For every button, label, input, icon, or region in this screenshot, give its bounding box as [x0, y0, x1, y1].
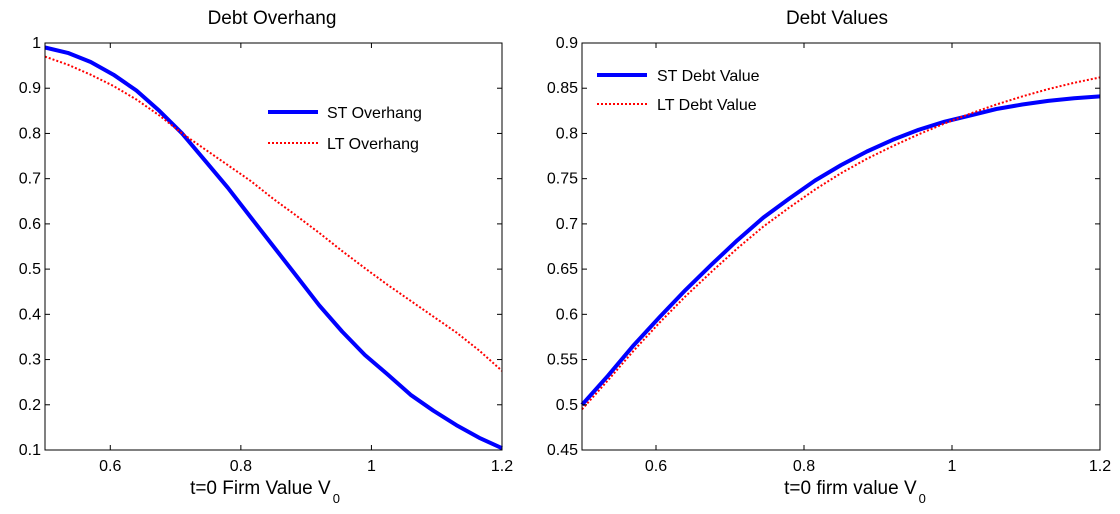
series-line-st-overhang	[44, 45, 503, 451]
y-tick-label: 0.8	[19, 125, 41, 142]
x-tick-label: 0.6	[99, 458, 121, 475]
y-tick-label: 0.55	[547, 352, 578, 369]
legend-label-st-overhang: ST Overhang	[327, 105, 422, 122]
x-axis-label-subscript: 0	[333, 491, 340, 506]
y-tick-label: 0.7	[556, 216, 578, 233]
legend-label-lt-overhang: LT Overhang	[327, 136, 419, 153]
x-axis-label-subscript: 0	[919, 491, 926, 506]
y-tick-label: 0.3	[19, 352, 41, 369]
y-tick-label: 0.2	[19, 397, 41, 414]
chart-title: Debt Overhang	[208, 8, 337, 29]
x-tick-label: 0.6	[645, 458, 667, 475]
y-tick-label: 0.5	[19, 261, 41, 278]
x-axis-label-text: t=0 firm value V	[784, 478, 917, 499]
y-tick-label: 0.4	[19, 306, 41, 323]
y-tick-label: 0.75	[547, 171, 578, 188]
y-tick-label: 0.85	[547, 80, 578, 97]
y-tick-label: 0.65	[547, 261, 578, 278]
series-line-lt-debt-value	[581, 76, 1101, 410]
y-tick-label: 0.1	[19, 442, 41, 459]
x-tick-label: 0.8	[230, 458, 252, 475]
y-axis-ticks: 0.1 0.2 0.3 0.4 0.5 0.6 0.7 0.8 0.9 1	[19, 35, 502, 459]
x-axis-ticks: 0.6 0.8 1 1.2	[99, 43, 513, 475]
y-tick-label: 0.8	[556, 125, 578, 142]
x-tick-label: 1	[367, 458, 376, 475]
legend-label-lt-debt-value: LT Debt Value	[657, 97, 757, 114]
y-axis-ticks: 0.45 0.5 0.55 0.6 0.65 0.7 0.75 0.8 0.85 0.9	[547, 35, 1100, 459]
y-tick-label: 0.45	[547, 442, 578, 459]
x-axis-ticks: 0.6 0.8 1 1.2	[645, 43, 1111, 475]
y-tick-label: 0.6	[19, 216, 41, 233]
series-layer	[580, 76, 1101, 410]
x-tick-label: 0.8	[793, 458, 815, 475]
plot-background	[582, 43, 1100, 450]
debt-overhang-panel: Debt Overhang 0.10.20.30.40.50.60.70.80.…	[19, 8, 513, 506]
y-tick-label: 0.5	[556, 397, 578, 414]
y-tick-label: 0.6	[556, 306, 578, 323]
legend: ST Debt Value LT Debt Value	[597, 68, 760, 114]
debt-values-panel: Debt Values 0.45 0.5 0.55 0.6 0.65 0.7 0.75 0.8…	[547, 8, 1111, 506]
x-axis-label-text: t=0 Firm Value V	[190, 478, 331, 499]
plot-frame	[581, 42, 1101, 451]
y-tick-label: 0.9	[19, 80, 41, 97]
plot-area	[582, 43, 1100, 450]
legend-label-st-debt-value: ST Debt Value	[657, 68, 760, 85]
x-tick-label: 1.2	[491, 458, 513, 475]
plot-frame	[44, 42, 503, 451]
legend: ST Overhang LT Overhang	[268, 105, 422, 153]
chart-title: Debt Values	[786, 8, 888, 29]
y-tick-label: 0.9	[556, 35, 578, 52]
x-tick-label: 1	[948, 458, 957, 475]
x-tick-label: 1.2	[1089, 458, 1111, 475]
y-tick-label: 0.7	[19, 171, 41, 188]
series-layer	[44, 45, 503, 451]
series-line-st-debt-value	[580, 94, 1101, 407]
y-tick-label: 1	[32, 35, 41, 52]
